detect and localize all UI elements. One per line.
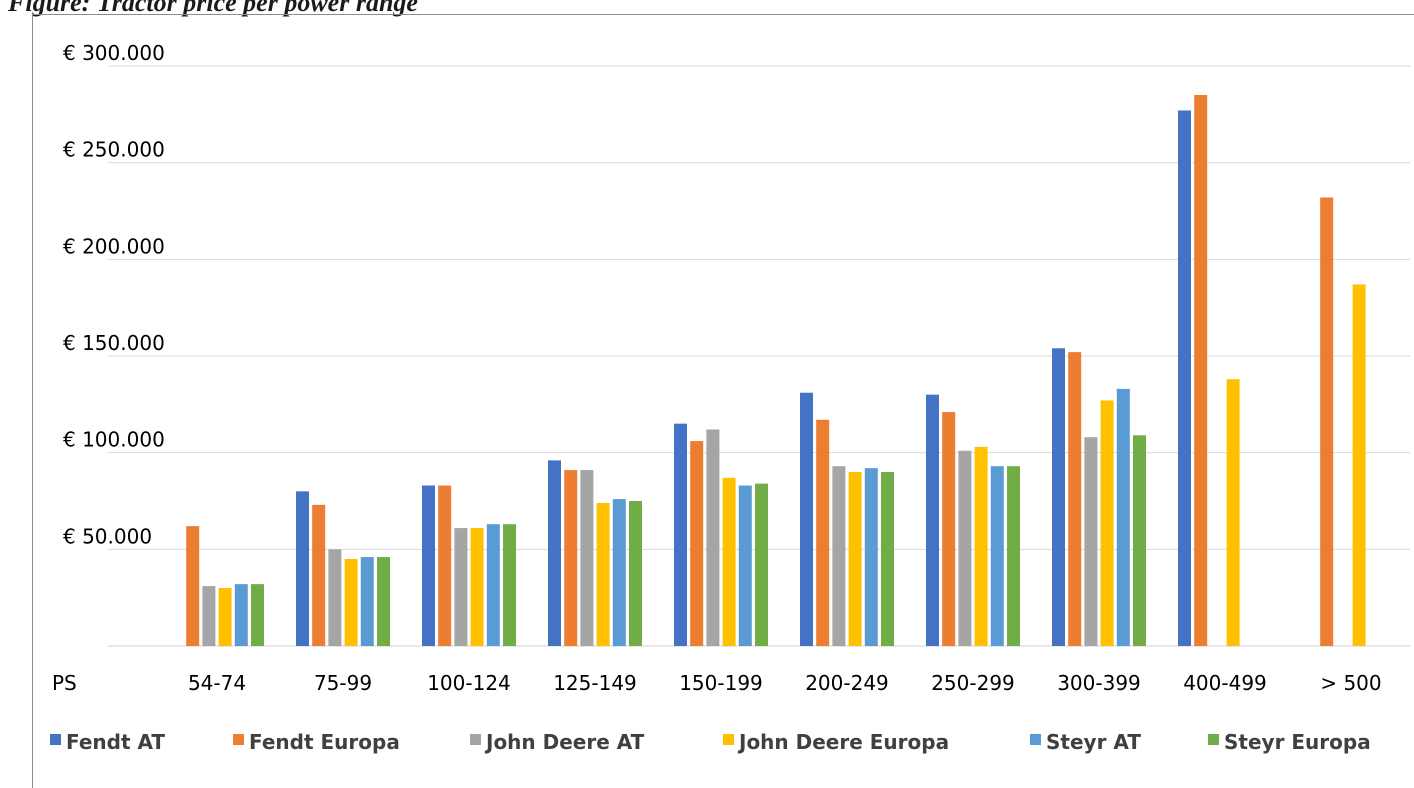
bar — [328, 549, 342, 646]
x-tick-label: 400-499 — [1183, 671, 1267, 695]
legend-label: Fendt Europa — [249, 730, 400, 754]
bar — [360, 557, 374, 646]
bar — [580, 470, 594, 646]
bar — [690, 441, 704, 646]
bar — [422, 485, 435, 646]
legend-swatch — [1208, 734, 1219, 745]
bar — [926, 394, 939, 646]
y-tick-label: € 100.000 — [63, 428, 165, 452]
bar — [832, 466, 846, 646]
bar — [990, 466, 1004, 646]
bar — [202, 586, 216, 646]
bar — [1226, 379, 1240, 646]
bar — [234, 584, 248, 646]
legend-swatch — [470, 734, 481, 745]
legend-label: Steyr AT — [1046, 730, 1141, 754]
x-tick-label: 150-199 — [679, 671, 763, 695]
bars — [186, 95, 1366, 646]
bar — [1052, 348, 1065, 646]
bar — [958, 450, 972, 646]
legend: Fendt AT Fendt Europa John Deere AT John De… — [50, 730, 1371, 754]
legend-swatch — [723, 734, 734, 745]
legend-label: John Deere AT — [484, 730, 645, 754]
x-axis: 54-74 75-99 100-124 125-149 150-199 200-249 25… — [52, 671, 1382, 695]
bar — [1133, 435, 1146, 646]
y-tick-label: € 200.000 — [63, 234, 165, 258]
chart-frame — [32, 14, 1414, 788]
x-tick-label: 250-299 — [931, 671, 1015, 695]
legend-label: John Deere Europa — [737, 730, 949, 754]
bar — [454, 528, 468, 646]
bar — [706, 429, 720, 646]
bar — [344, 559, 358, 646]
bar — [738, 485, 752, 646]
bar — [438, 485, 452, 646]
bar — [486, 524, 500, 646]
x-tick-label: 100-124 — [427, 671, 511, 695]
y-tick-label: € 150.000 — [63, 331, 165, 355]
bar — [1194, 95, 1208, 646]
x-tick-label: 125-149 — [553, 671, 637, 695]
y-tick-label: € 50.000 — [63, 524, 152, 548]
y-tick-label: € 250.000 — [63, 138, 165, 162]
x-tick-label: 300-399 — [1057, 671, 1141, 695]
legend-label: Steyr Europa — [1224, 730, 1371, 754]
x-tick-label: 200-249 — [805, 671, 889, 695]
bar — [1084, 437, 1098, 646]
legend-swatch — [233, 734, 244, 745]
bar — [800, 392, 813, 646]
bar — [629, 501, 642, 646]
bar — [881, 472, 894, 646]
bar — [1178, 110, 1191, 646]
bar — [1100, 400, 1114, 646]
y-tick-label: € 300.000 — [63, 41, 165, 65]
bar — [755, 483, 768, 646]
bar — [974, 446, 988, 646]
bar — [503, 524, 516, 646]
bar — [218, 588, 232, 646]
x-axis-label: PS — [52, 671, 77, 695]
bar — [296, 491, 309, 646]
bar — [848, 472, 862, 646]
bar — [548, 460, 561, 646]
bar — [1068, 352, 1082, 646]
figure-caption: Figure: Tractor price per power range — [8, 0, 418, 17]
bar — [1320, 197, 1334, 646]
x-tick-label: 75-99 — [314, 671, 372, 695]
bar — [470, 528, 484, 646]
legend-swatch — [50, 734, 61, 745]
bar — [377, 557, 390, 646]
bar — [674, 423, 687, 646]
bar — [1352, 284, 1366, 646]
legend-label: Fendt AT — [66, 730, 165, 754]
bar — [1007, 466, 1020, 646]
x-tick-label: 54-74 — [188, 671, 246, 695]
bar — [251, 584, 264, 646]
bar — [612, 499, 626, 646]
bar — [564, 470, 578, 646]
bar — [816, 419, 830, 646]
bar — [1116, 388, 1130, 646]
bar — [596, 502, 610, 646]
bar — [722, 477, 736, 646]
bar — [942, 412, 956, 646]
legend-swatch — [1030, 734, 1041, 745]
bar — [186, 526, 200, 646]
bar — [312, 504, 326, 646]
y-axis: € 50.000 € 100.000 € 150.000 € 200.000 € 250… — [63, 41, 165, 548]
x-tick-label: > 500 — [1320, 671, 1381, 695]
bar — [864, 468, 878, 646]
